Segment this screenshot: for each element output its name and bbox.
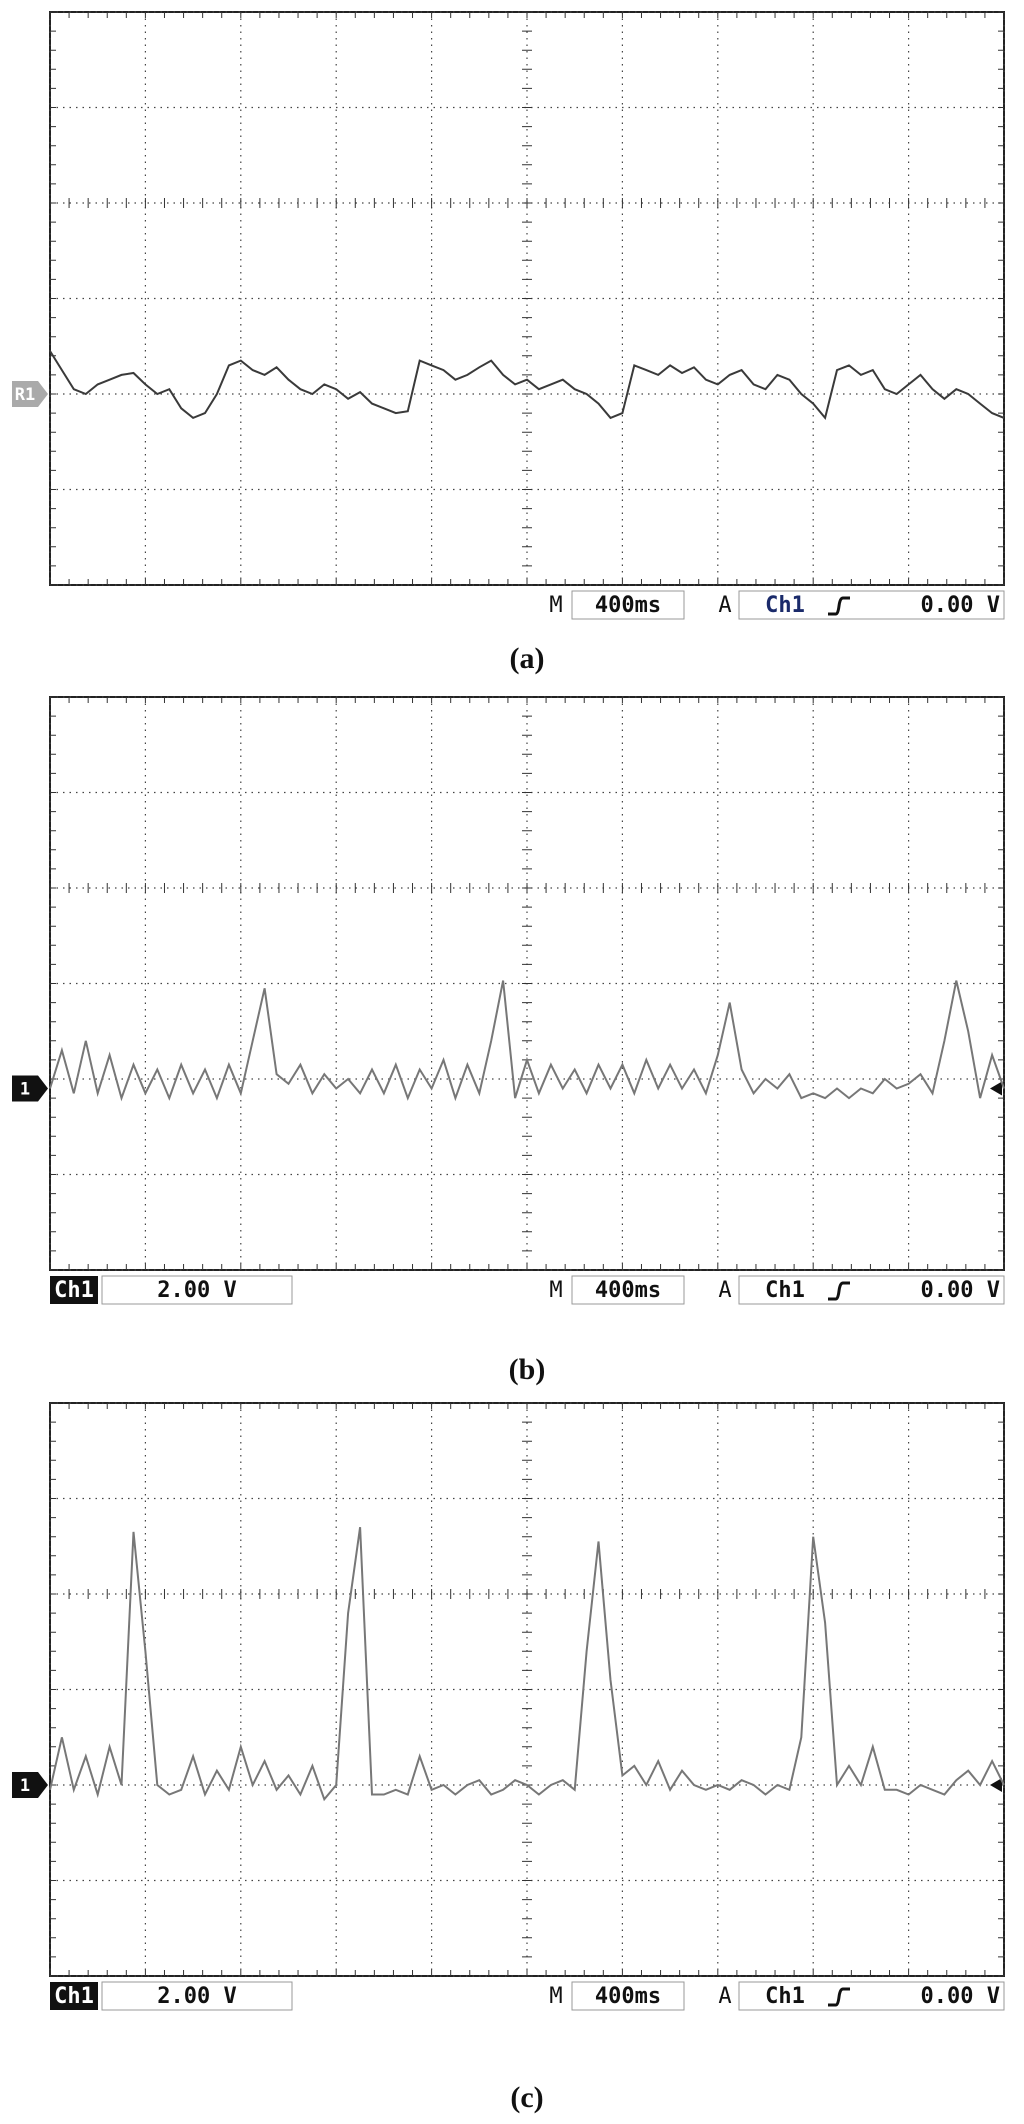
reference-label: 1 (20, 1080, 30, 1100)
trigger-prefix: A (718, 1278, 731, 1303)
trigger-prefix: A (718, 1984, 731, 2009)
reference-label: R1 (15, 385, 35, 405)
trigger-box (738, 1275, 1005, 1305)
waveform (49, 1527, 1005, 1802)
caption: (b) (509, 1353, 546, 1386)
reference-marker (12, 381, 48, 407)
trigger-source: Ch1 (765, 1278, 805, 1303)
scale-box (101, 1275, 293, 1305)
reference-label: 1 (20, 1776, 30, 1796)
timebase-prefix: M (549, 593, 562, 618)
channel-box (50, 1276, 98, 1304)
trigger-source: Ch1 (765, 593, 805, 618)
timebase: 400ms (595, 593, 661, 618)
channel-box (50, 1982, 98, 2010)
scope-panel: 1 Ch1 2.00 V M 400ms A Ch1 0.00 V (c) (12, 1402, 1005, 2114)
caption: (c) (510, 2081, 543, 2114)
level-arrow (990, 1081, 1002, 1096)
channel: Ch1 (54, 1984, 94, 2009)
scope-panel: R1 M 400ms A Ch1 0.00 V (a) (12, 11, 1005, 675)
trigger-slope (828, 1987, 850, 2007)
timebase-prefix: M (549, 1984, 562, 2009)
reference-marker (12, 1075, 48, 1102)
trigger-slope (828, 596, 850, 616)
timebase-box (571, 1981, 685, 2011)
trigger-box (738, 590, 1005, 620)
timebase-box (571, 1275, 685, 1305)
timebase-box (571, 590, 685, 620)
level-arrow (990, 1778, 1002, 1792)
timebase: 400ms (595, 1984, 661, 2009)
channel-scale: 2.00 V (157, 1984, 236, 2009)
scale-box (101, 1981, 293, 2011)
scope-panel: 1 Ch1 2.00 V M 400ms A Ch1 0.00 V (b) (12, 696, 1005, 1386)
trigger-level: 0.00 V (921, 1278, 1000, 1303)
trigger-level: 0.00 V (921, 1984, 1000, 2009)
waveform (49, 980, 1005, 1102)
timebase: 400ms (595, 1278, 661, 1303)
channel: Ch1 (54, 1278, 94, 1303)
minor-ticks (49, 11, 1005, 586)
trigger-slope (828, 1281, 850, 1301)
waveform (49, 350, 1005, 421)
caption: (a) (510, 642, 545, 675)
trigger-box (738, 1981, 1005, 2011)
trigger-level: 0.00 V (921, 593, 1000, 618)
minor-ticks (49, 1402, 1005, 1977)
trigger-source: Ch1 (765, 1984, 805, 2009)
minor-ticks (49, 696, 1005, 1271)
channel-scale: 2.00 V (157, 1278, 236, 1303)
trigger-prefix: A (718, 593, 731, 618)
reference-marker (12, 1772, 48, 1798)
timebase-prefix: M (549, 1278, 562, 1303)
